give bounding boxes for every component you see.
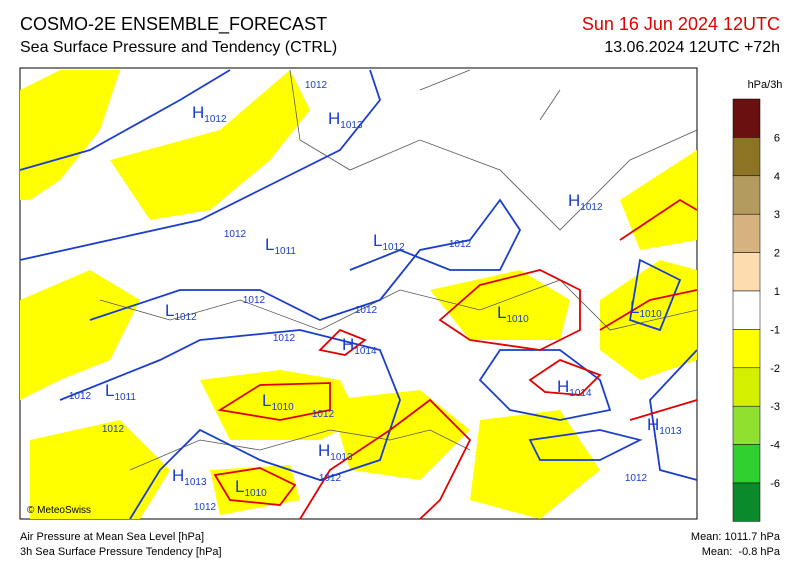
pressure-center: H1012 xyxy=(568,191,603,213)
isobar-label: 1012 xyxy=(625,473,648,484)
isobar-label: 1012 xyxy=(69,391,92,402)
legend-swatch xyxy=(732,367,761,407)
title: COSMO-2E ENSEMBLE_FORECAST xyxy=(20,14,327,35)
center-kind: L xyxy=(373,231,382,250)
footer-left: Air Pressure at Mean Sea Level [hPa] xyxy=(20,531,204,543)
center-kind: H xyxy=(342,335,354,354)
legend-label: 6 xyxy=(774,132,780,144)
pressure-center: H1013 xyxy=(647,415,682,437)
center-pressure: 1012 xyxy=(174,312,197,323)
legend-swatch xyxy=(732,290,761,330)
footer-right: Mean: 1011.7 hPa xyxy=(691,531,781,543)
legend-swatch xyxy=(732,175,761,215)
center-pressure: 1011 xyxy=(114,392,136,403)
center-pressure: 1010 xyxy=(506,314,529,325)
pressure-center: L1011 xyxy=(105,381,136,403)
pressure-center: H1012 xyxy=(192,103,227,125)
pressure-center: L1010 xyxy=(262,391,294,413)
isobar-label: 1012 xyxy=(449,239,472,250)
pressure-center: H1013 xyxy=(172,466,207,488)
map: H1012 H1013H1012L1011L1012L1012H1014L1010… xyxy=(19,67,698,520)
isobar-label: 1012 xyxy=(273,333,296,344)
center-pressure: 1012 xyxy=(382,242,405,253)
legend-swatch xyxy=(732,252,761,292)
center-kind: L xyxy=(235,477,244,496)
legend-swatch xyxy=(732,482,761,522)
center-pressure: 1010 xyxy=(639,309,662,320)
legend-swatch xyxy=(732,444,761,484)
footer-left: 3h Sea Surface Pressure Tendency [hPa] xyxy=(20,546,222,558)
subtitle: Sea Surface Pressure and Tendency (CTRL) xyxy=(20,39,337,56)
center-pressure: 1013 xyxy=(184,477,207,488)
legend-label: 3 xyxy=(774,209,780,221)
legend-label: 2 xyxy=(774,248,780,260)
isobar-label: 1012 xyxy=(224,229,247,240)
isobars xyxy=(19,69,698,520)
isobar-label: 1012 xyxy=(194,502,217,513)
isobar-label: 1012 xyxy=(312,409,335,420)
isobar-labels: 1012 1012 1012 1012 1012 1012 1012 1012 1012 1012… xyxy=(69,80,648,513)
center-kind: L xyxy=(265,235,274,254)
center-kind: H xyxy=(172,466,184,485)
pressure-center: H1014 xyxy=(557,377,592,399)
footer-right: Mean: -0.8 hPa xyxy=(702,546,781,558)
center-pressure: 1014 xyxy=(354,346,377,357)
center-pressure: 1011 xyxy=(274,246,296,257)
pressure-center: L1010 xyxy=(235,477,267,499)
isobar-label: 1012 xyxy=(305,80,328,91)
legend-unit: hPa/3h xyxy=(748,79,783,91)
center-kind: H xyxy=(568,191,580,210)
center-kind: L xyxy=(165,301,174,320)
run-time: 13.06.2024 12UTC +72h xyxy=(604,39,780,56)
legend-swatch xyxy=(732,98,761,138)
legend-label: -3 xyxy=(770,401,780,413)
legend: hPa/3h 6 4 3 2 1 -1 -2 -3 -4 -6 xyxy=(732,79,783,522)
borders xyxy=(99,69,698,471)
center-kind: L xyxy=(262,391,271,410)
credit: © MeteoSwiss xyxy=(27,505,91,516)
isobar-label: 1012 xyxy=(243,295,266,306)
legend-swatch xyxy=(732,213,761,253)
legend-label: -1 xyxy=(770,324,780,336)
isobar-label: 1012 xyxy=(319,473,342,484)
center-kind: L xyxy=(630,298,639,317)
center-pressure: 1010 xyxy=(271,402,294,413)
legend-swatch xyxy=(732,405,761,445)
pressure-center: H1013 xyxy=(328,109,363,131)
center-kind: H xyxy=(328,109,340,128)
center-kind: H xyxy=(318,441,330,460)
pressure-center: H1014 xyxy=(342,335,377,357)
center-pressure: 1014 xyxy=(569,388,592,399)
legend-label: 4 xyxy=(774,171,780,183)
legend-label: -6 xyxy=(770,478,780,490)
pressure-center: H1013 xyxy=(318,441,353,463)
pressure-center: L1012 xyxy=(165,301,197,323)
center-kind: L xyxy=(105,381,114,400)
valid-time: Sun 16 Jun 2024 12UTC xyxy=(582,14,780,34)
legend-label: -2 xyxy=(770,363,780,375)
center-pressure: 1013 xyxy=(659,426,682,437)
legend-label: -4 xyxy=(770,440,780,452)
center-pressure: 1013 xyxy=(340,120,363,131)
center-kind: H xyxy=(557,377,569,396)
center-pressure: 1010 xyxy=(244,488,267,499)
center-pressure: 1012 xyxy=(580,202,603,213)
legend-label: 1 xyxy=(774,286,780,298)
tendency-contours xyxy=(213,198,698,520)
center-pressure: 1013 xyxy=(330,452,353,463)
center-kind: H xyxy=(192,103,204,122)
center-kind: H xyxy=(647,415,659,434)
legend-swatch xyxy=(732,137,761,177)
pressure-center: L1011 xyxy=(265,235,296,257)
pressure-center: L1012 xyxy=(373,231,405,253)
legend-swatch xyxy=(732,329,761,369)
pressure-centers: H1012 H1013H1012L1011L1012L1012H1014L1010… xyxy=(105,103,682,499)
isobar-label: 1012 xyxy=(355,305,378,316)
center-pressure: 1012 xyxy=(204,114,227,125)
center-kind: L xyxy=(497,303,506,322)
pressure-center: L1010 xyxy=(630,298,662,320)
isobar-label: 1012 xyxy=(102,424,125,435)
pressure-center: L1010 xyxy=(497,303,529,325)
